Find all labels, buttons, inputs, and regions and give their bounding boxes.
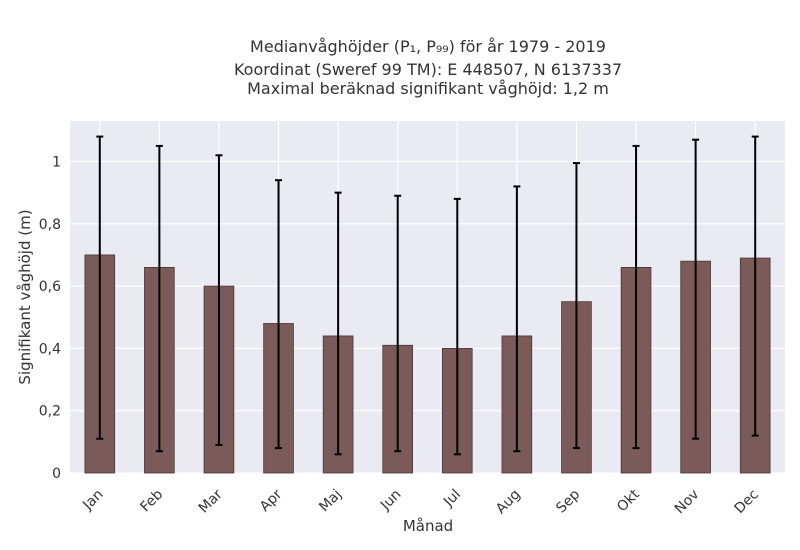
y-tick-label: 0,4 bbox=[39, 341, 61, 357]
x-tick-label: Mar bbox=[196, 486, 226, 516]
x-tick-label: Jan bbox=[79, 487, 106, 514]
y-tick-label: 0,2 bbox=[39, 404, 61, 420]
y-tick-label: 0 bbox=[52, 466, 61, 482]
x-tick-label: Jul bbox=[440, 487, 464, 511]
x-tick-label: Apr bbox=[257, 486, 286, 515]
x-tick-label: Jun bbox=[377, 487, 404, 514]
chart-title-line-1: Medianvåghöjder (P₁, P₉₉) för år 1979 - … bbox=[250, 37, 606, 56]
x-tick-label: Maj bbox=[316, 487, 345, 516]
x-tick-label: Nov bbox=[672, 487, 703, 518]
x-tick-label: Okt bbox=[614, 486, 643, 515]
y-axis-ticks: 0 0,2 0,4 0,6 0,8 1 bbox=[39, 154, 61, 482]
y-tick-label: 0,6 bbox=[39, 279, 61, 295]
x-tick-label: Aug bbox=[493, 487, 524, 518]
x-tick-label: Feb bbox=[137, 486, 166, 515]
y-axis-label: Signifikant våghöjd (m) bbox=[16, 209, 34, 384]
y-tick-label: 1 bbox=[52, 154, 61, 170]
x-tick-label: Dec bbox=[732, 487, 762, 517]
plot-area bbox=[70, 121, 785, 473]
x-axis-ticks: Jan Feb Mar Apr Maj Jun Jul Aug Sep Okt Nov Dec bbox=[79, 486, 762, 517]
x-tick-label: Sep bbox=[553, 486, 583, 516]
x-axis-label: Månad bbox=[403, 517, 453, 535]
error-bars bbox=[96, 135, 759, 456]
chart-title-line-3: Maximal beräknad signifikant våghöjd: 1,… bbox=[247, 79, 609, 98]
y-tick-label: 0,8 bbox=[39, 217, 61, 233]
chart-title-line-2: Koordinat (Sweref 99 TM): E 448507, N 61… bbox=[234, 60, 622, 79]
